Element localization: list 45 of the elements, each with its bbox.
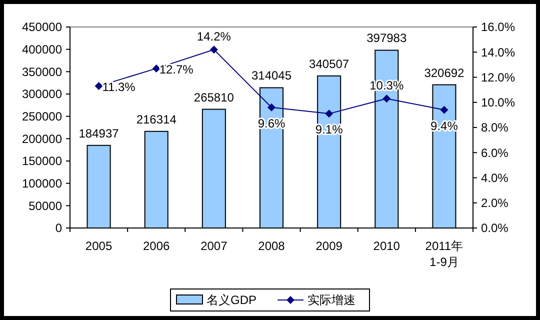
point [440,106,448,114]
data-label: 265810 [194,90,234,104]
y-tick-label: 250000 [22,110,62,124]
data-label: 11.3% [102,80,136,94]
y2-tick-label: 4.0% [481,170,509,185]
point [268,103,276,112]
point [325,110,334,118]
x-tick-label: 2007 [200,239,228,253]
data-label: 314045 [251,68,292,83]
y2-tick-label: 12.0% [481,70,516,84]
point [210,46,218,54]
y-tick-label: 200000 [22,132,62,146]
data-label: 397983 [366,31,407,46]
data-label: 340507 [309,56,350,71]
y2-tick-label: 14.0% [481,45,516,60]
data-label: 184937 [78,126,120,140]
y2-tick-label: 6.0% [481,146,509,160]
y2-tick-label: 8.0% [481,120,509,135]
y-tick-label: 300000 [22,87,62,102]
point [152,64,160,72]
point [382,94,391,103]
x-tick-label: 2006 [143,239,170,253]
point [94,82,103,90]
y2-tick-label: 16.0% [481,20,516,34]
y2-tick-label: 0.0% [481,221,509,236]
data-label: 12.7% [159,62,194,76]
y-tick-label: 150000 [22,154,62,168]
y-tick-label: 350000 [22,64,62,79]
x-tick-label: 2008 [258,239,286,253]
x-tick-label: 2011年 1-9月 [425,239,464,269]
y-tick-label: 100000 [22,176,62,191]
y-tick-label: 0 [55,221,62,236]
data-label: 216314 [136,112,177,126]
data-label: 14.2% [196,30,232,44]
legend-label: 实际增速 [308,293,356,308]
y-tick-label: 50000 [28,198,62,213]
legend-label: 名义GDP [206,293,257,308]
x-tick-label: 2005 [85,239,112,253]
x-tick-label: 2009 [316,239,343,253]
y2-tick-label: 10.0% [481,96,516,110]
y2-tick-label: 2.0% [481,196,509,210]
y-tick-label: 400000 [22,42,62,57]
data-label: 320692 [424,66,465,80]
y-tick-label: 450000 [22,20,62,34]
x-tick-label: 2010 [373,239,400,253]
